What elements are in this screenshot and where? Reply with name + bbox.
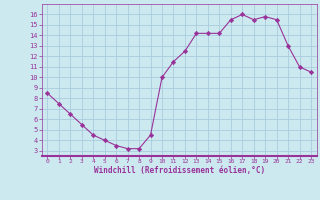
X-axis label: Windchill (Refroidissement éolien,°C): Windchill (Refroidissement éolien,°C) [94,166,265,175]
